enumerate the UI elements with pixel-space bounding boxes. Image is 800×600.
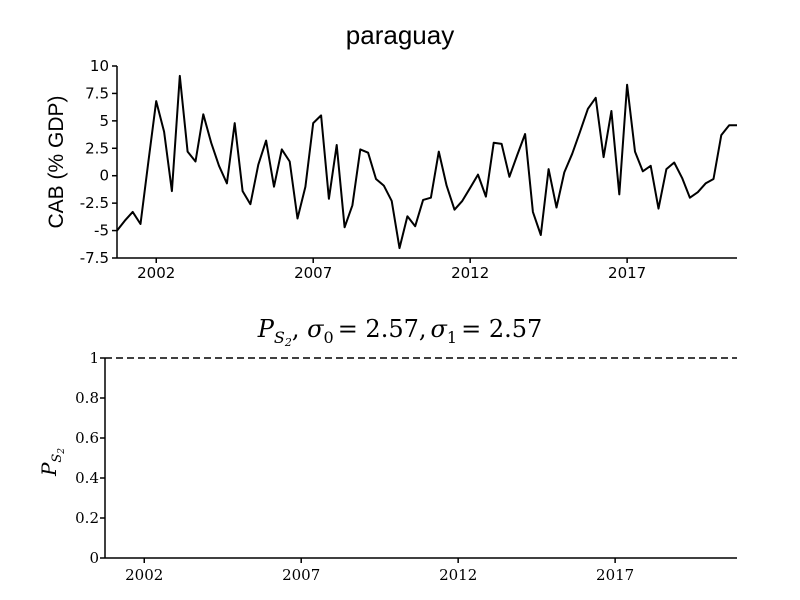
x-ticks-prob: 2002 2007 2012 2017 [125, 558, 634, 584]
y-tick-label: -5 [94, 222, 109, 240]
x-tick-label: 2002 [137, 264, 175, 282]
y-tick-label: 5 [99, 112, 109, 130]
y-tick-label: 0 [89, 549, 99, 567]
y-tick-label: 10 [90, 57, 109, 75]
series-line-cab [116, 74, 737, 250]
x-tick-label: 2017 [596, 566, 634, 584]
x-tick-label: 2002 [125, 566, 163, 584]
y-tick-label: 0.8 [75, 389, 99, 407]
y-tick-label: 0.4 [75, 469, 99, 487]
y-tick-label: 1 [89, 349, 99, 367]
x-tick-label: 2007 [294, 264, 332, 282]
y-ticks-prob: 0 0.2 0.4 0.6 0.8 1 [75, 349, 105, 567]
y-tick-label: 7.5 [85, 84, 109, 102]
chart-title-prob: PS2, σ0 = 2.57, σ1 = 2.57 [257, 315, 543, 349]
y-tick-label: 0 [99, 167, 109, 185]
y-axis-label-prob: PS2 [37, 448, 67, 477]
y-tick-label: 2.5 [85, 139, 109, 157]
chart-title: paraguay [346, 20, 454, 50]
y-tick-label: 0.6 [75, 429, 99, 447]
probability-chart: PS2, σ0 = 2.57, σ1 = 2.57 PS2 0 0.2 0.4 0.6 0.8… [37, 315, 737, 584]
y-tick-label: -7.5 [80, 249, 109, 267]
y-axis-label: CAB (% GDP) [45, 95, 68, 228]
y-ticks: 10 7.5 5 2.5 0 -2.5 -5 -7.5 [80, 57, 117, 267]
y-tick-label: 0.2 [75, 509, 99, 527]
x-tick-label: 2012 [439, 566, 477, 584]
x-tick-label: 2012 [451, 264, 489, 282]
x-tick-label: 2017 [608, 264, 646, 282]
x-tick-label: 2007 [282, 566, 320, 584]
y-tick-label: -2.5 [80, 194, 109, 212]
x-ticks: 2002 2007 2012 2017 [137, 258, 646, 282]
cab-chart: paraguay CAB (% GDP) 10 7.5 5 2.5 0 -2.5 -5 -7.… [45, 20, 737, 282]
